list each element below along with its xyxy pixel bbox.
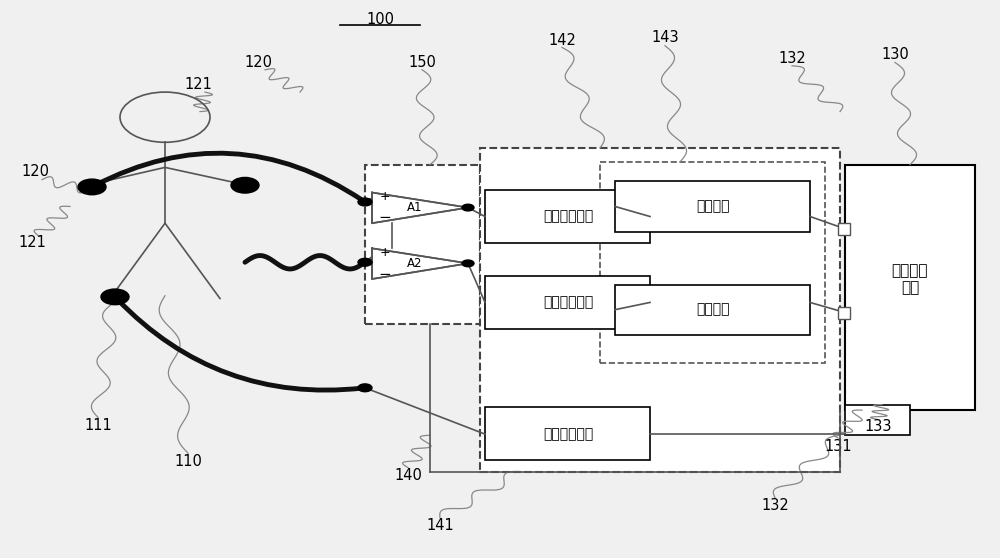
- Text: A1: A1: [407, 201, 423, 214]
- Circle shape: [101, 289, 129, 305]
- Bar: [485, 407, 650, 460]
- Text: 心电采集
模块: 心电采集 模块: [892, 263, 928, 295]
- Text: 120: 120: [21, 165, 49, 179]
- Bar: [600, 162, 825, 363]
- Text: 100: 100: [366, 12, 394, 27]
- Text: 110: 110: [174, 454, 202, 469]
- Bar: [838, 223, 850, 235]
- Text: −: −: [379, 210, 391, 225]
- Text: 140: 140: [394, 468, 422, 483]
- Text: 132: 132: [761, 498, 789, 513]
- Circle shape: [78, 179, 106, 195]
- Text: 121: 121: [18, 235, 46, 250]
- Circle shape: [358, 258, 372, 266]
- Text: 信号接收模块: 信号接收模块: [543, 209, 593, 224]
- Text: 判断模块: 判断模块: [696, 199, 730, 214]
- Bar: [485, 276, 650, 329]
- Bar: [845, 405, 910, 435]
- Text: 判断模块: 判断模块: [696, 302, 730, 317]
- Text: 121: 121: [184, 78, 212, 92]
- Text: 150: 150: [408, 55, 436, 70]
- Polygon shape: [372, 248, 468, 279]
- Circle shape: [462, 204, 474, 211]
- Text: 143: 143: [651, 31, 679, 45]
- Bar: [615, 285, 810, 335]
- Circle shape: [231, 177, 259, 193]
- Text: 133: 133: [864, 420, 892, 434]
- Text: 信号发生模块: 信号发生模块: [543, 427, 593, 441]
- Polygon shape: [372, 193, 468, 223]
- Circle shape: [358, 198, 372, 206]
- Bar: [365, 165, 480, 324]
- Text: 信号接收模块: 信号接收模块: [543, 295, 593, 310]
- Bar: [838, 307, 850, 319]
- Text: 141: 141: [426, 518, 454, 533]
- Bar: [480, 148, 840, 472]
- Circle shape: [462, 260, 474, 267]
- Text: +: +: [380, 190, 390, 203]
- Circle shape: [358, 384, 372, 392]
- Bar: [485, 190, 650, 243]
- Text: 130: 130: [881, 47, 909, 62]
- Bar: [615, 181, 810, 232]
- Text: 142: 142: [548, 33, 576, 47]
- Bar: [845, 165, 975, 410]
- Text: 111: 111: [84, 418, 112, 432]
- Text: 131: 131: [824, 439, 852, 454]
- Text: 132: 132: [778, 51, 806, 65]
- Text: −: −: [379, 267, 391, 282]
- Text: A2: A2: [407, 257, 423, 270]
- Text: 120: 120: [244, 55, 272, 70]
- Text: +: +: [380, 246, 390, 259]
